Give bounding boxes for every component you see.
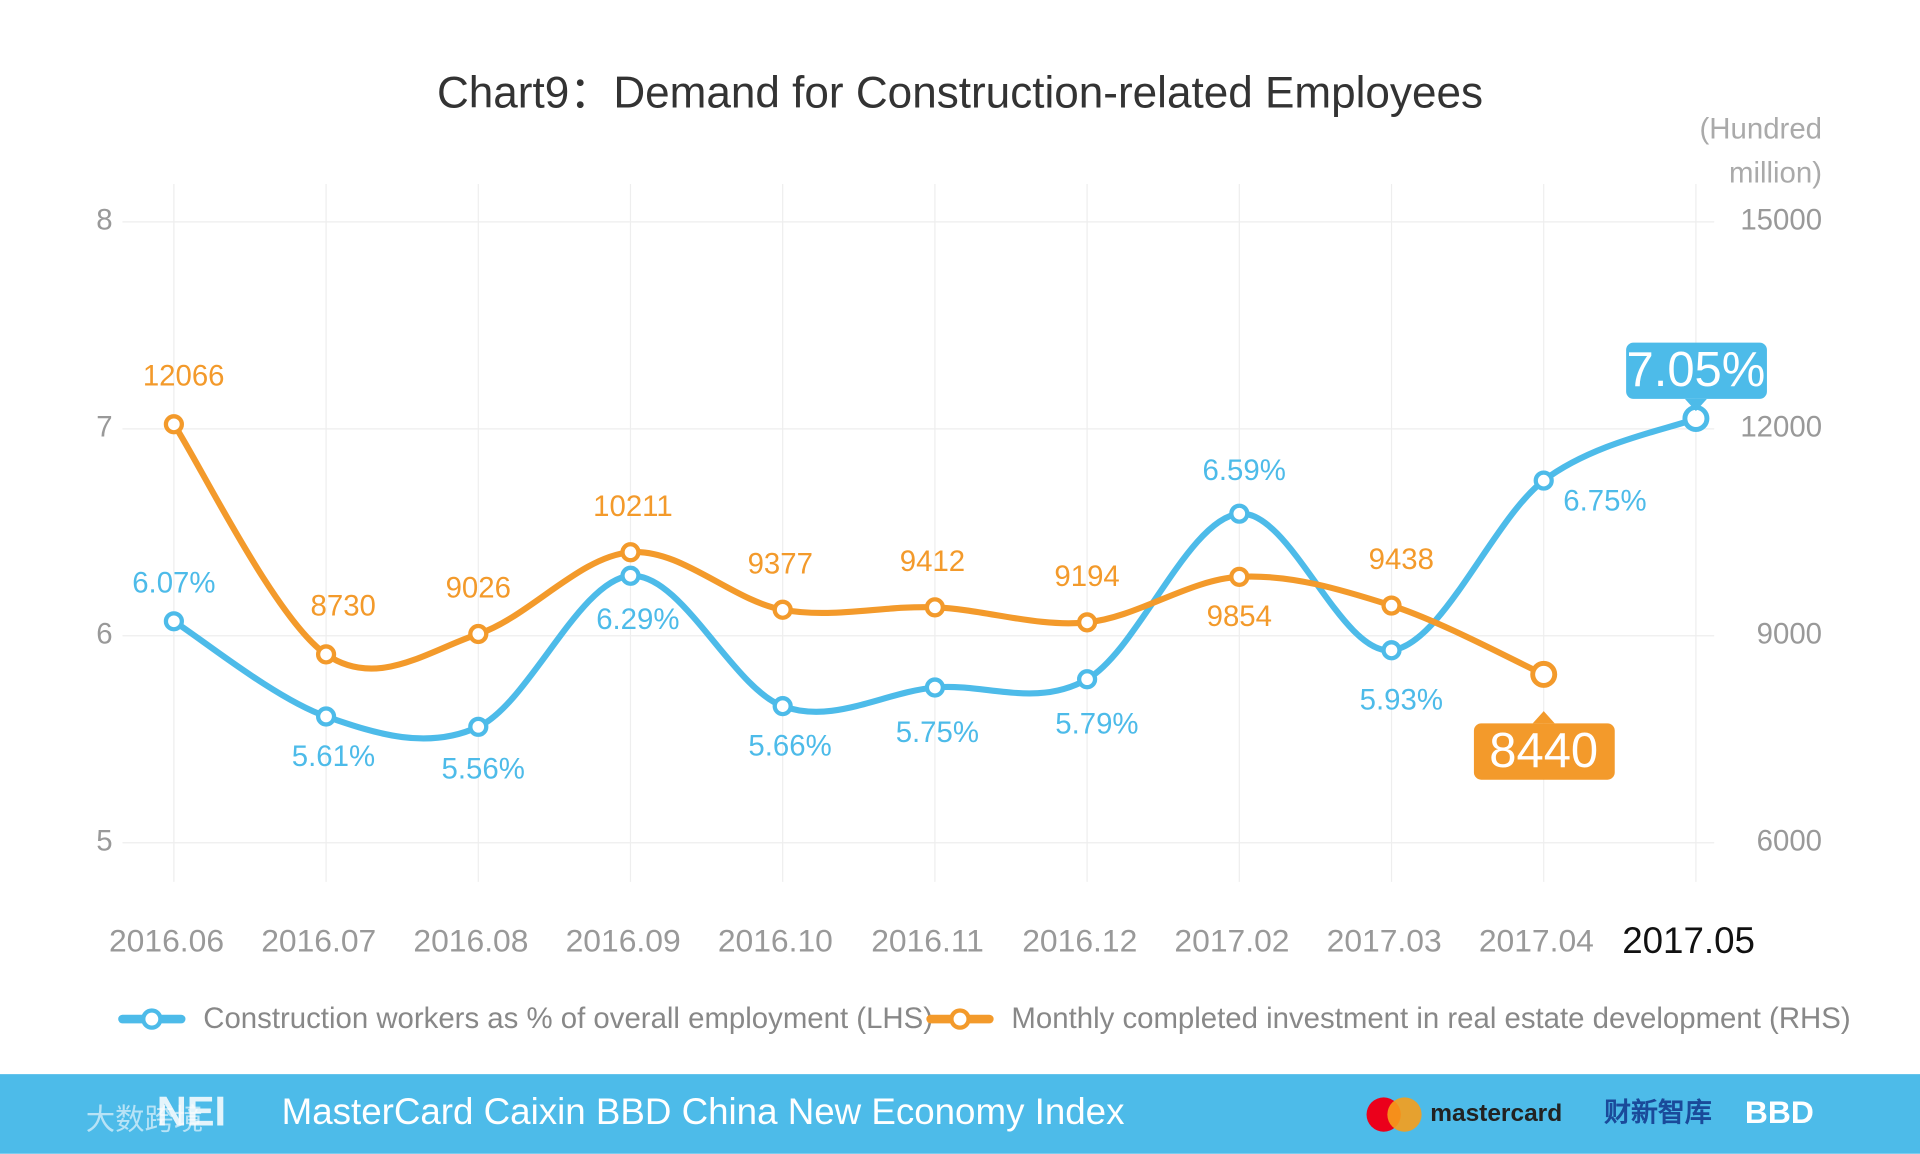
y2-axis-label: (Hundred million) (1699, 112, 1823, 191)
x-tick-label: 2016.12 (1022, 923, 1137, 959)
value-label: 9026 (446, 572, 511, 605)
data-point (772, 696, 793, 717)
data-point (1533, 470, 1554, 491)
x-tick-label: 2017.05 (1622, 920, 1755, 961)
partner-logo: mastercard (1430, 1100, 1562, 1127)
value-callout (1473, 723, 1615, 780)
value-label: 5.56% (442, 753, 525, 786)
data-point (620, 565, 641, 586)
y-tick-label: 5 (96, 824, 112, 857)
legend-label: Monthly completed investment in real est… (1011, 1002, 1850, 1035)
value-label: 9412 (900, 545, 965, 578)
value-label: 12066 (143, 360, 225, 393)
callout-pointer (1532, 711, 1555, 724)
data-point (1530, 660, 1558, 688)
y2-tick-label: 12000 (1740, 411, 1822, 444)
series-line (170, 421, 1547, 678)
x-tick-label: 2016.11 (871, 923, 984, 959)
y-tick-label: 6 (96, 618, 112, 651)
footer-band (0, 1074, 1920, 1154)
x-tick-label: 2017.03 (1327, 923, 1442, 959)
value-label: 6.75% (1563, 484, 1646, 517)
value-label: 5.93% (1360, 683, 1443, 716)
data-point (924, 597, 945, 618)
legend-marker (949, 1008, 971, 1030)
data-point (1076, 669, 1098, 690)
y2-axis-label-box: (Hundred million) (1699, 112, 1823, 191)
x-tick-label: 2016.07 (261, 923, 376, 959)
x-tick-label: 2016.08 (413, 923, 528, 959)
data-point (468, 623, 489, 645)
value-label: 5.66% (748, 730, 831, 763)
y2-tick-label: 15000 (1740, 204, 1822, 237)
value-callout (1626, 342, 1767, 399)
data-point (163, 611, 184, 632)
data-point (163, 414, 184, 435)
chart-title: Chart9：Demand for Construction-related E… (437, 68, 1483, 117)
data-point (1229, 503, 1250, 524)
data-point (468, 716, 489, 737)
data-point (1076, 612, 1098, 633)
callout-pointer (1684, 398, 1707, 412)
data-point (1229, 566, 1250, 587)
value-label: 9377 (748, 547, 813, 580)
x-tick-label: 2016.10 (718, 923, 833, 959)
value-label-highlight: 7.05% (1626, 343, 1765, 397)
value-label: 9194 (1054, 560, 1119, 593)
partner-logo: 财新智库 (1604, 1097, 1712, 1128)
footer-title: MasterCard Caixin BBD China New Economy … (282, 1091, 1125, 1132)
data-point (315, 644, 337, 665)
data-point (1381, 595, 1402, 616)
value-label: 5.75% (896, 716, 979, 749)
legend-marker (141, 1008, 163, 1030)
value-label-highlight: 8440 (1489, 724, 1598, 778)
value-label: 10211 (593, 490, 673, 523)
value-label: 9854 (1207, 600, 1272, 633)
x-tick-label: 2017.04 (1479, 923, 1594, 959)
value-label: 6.07% (132, 566, 215, 599)
legend-label: Construction workers as % of overall emp… (203, 1002, 933, 1035)
x-tick-label: 2016.06 (109, 923, 224, 959)
data-point (924, 677, 945, 698)
y2-tick-label: 9000 (1757, 618, 1822, 651)
footer-logo: NEI (157, 1088, 226, 1135)
value-label: 5.79% (1055, 708, 1138, 741)
data-point (1381, 640, 1402, 661)
y-tick-label: 7 (96, 411, 112, 444)
value-label: 9438 (1369, 543, 1434, 576)
plot-area: 2016.06 2016.07 2016.08 2016.09 2016.10 2016.… (96, 183, 1851, 1035)
value-label: 5.61% (292, 740, 375, 773)
value-label: 6.29% (596, 603, 679, 636)
x-tick-label: 2016.09 (566, 923, 681, 959)
data-point (772, 599, 793, 620)
y2-tick-label: 6000 (1757, 824, 1822, 857)
value-label: 8730 (311, 590, 376, 623)
watermark: 大数跨境 (86, 1104, 204, 1137)
data-point (620, 542, 641, 563)
partner-logo: BBD (1745, 1094, 1814, 1130)
data-point (315, 706, 337, 727)
x-tick-label: 2017.02 (1174, 923, 1289, 959)
y-tick-label: 8 (96, 204, 112, 237)
mastercard-circle-yellow (1387, 1097, 1422, 1132)
value-label: 6.59% (1203, 454, 1286, 487)
